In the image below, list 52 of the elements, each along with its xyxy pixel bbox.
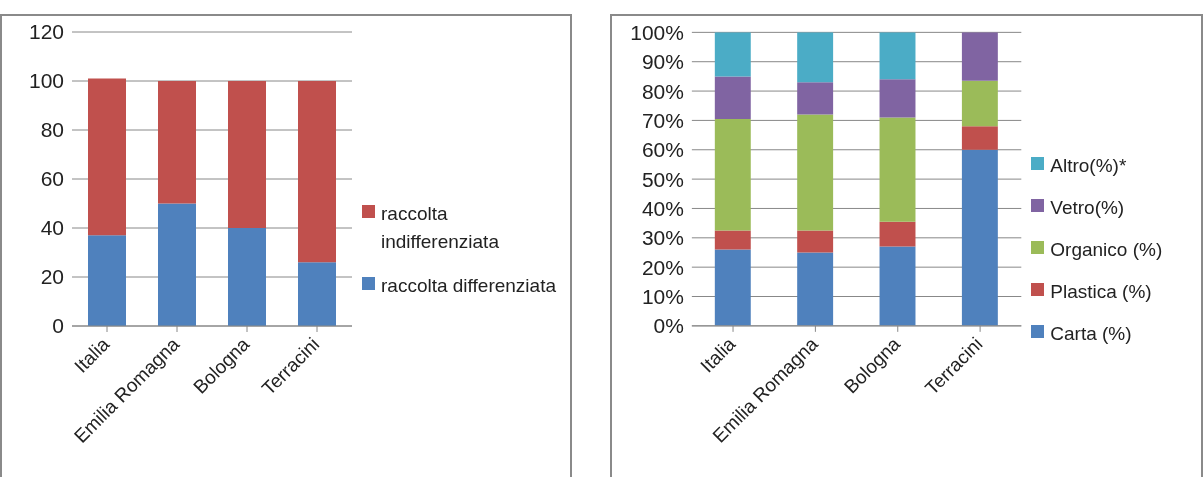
y-tick-label: 40 — [40, 216, 64, 240]
y-tick-label: 60 — [40, 167, 64, 191]
y-tick-label: 100 — [28, 69, 64, 93]
y-tick-label: 100% — [630, 20, 684, 44]
bar — [879, 79, 916, 118]
bar — [714, 118, 751, 231]
y-tick-label: 80% — [641, 79, 684, 103]
y-tick-label: 80 — [40, 118, 64, 142]
bar — [879, 117, 916, 222]
bar — [88, 235, 126, 326]
legend-label: Organico (%) — [1050, 238, 1163, 262]
y-tick-label: 0% — [653, 314, 684, 338]
bar — [879, 221, 916, 247]
y-tick-label: 30% — [641, 226, 684, 250]
y-tick-label: 60% — [641, 138, 684, 162]
y-tick-label: 10% — [641, 284, 684, 308]
legend-label: raccolta differenziata — [381, 274, 556, 298]
bar — [714, 76, 751, 119]
bar — [298, 262, 336, 326]
legend-label: raccolta indifferenziata — [381, 202, 500, 254]
bar — [714, 249, 751, 326]
bar — [714, 230, 751, 250]
bar — [797, 32, 834, 83]
legend-label: Plastica (%) — [1050, 280, 1152, 304]
legend-label: Vetro(%) — [1050, 196, 1125, 220]
y-tick-label: 20 — [40, 265, 64, 289]
bar — [298, 81, 336, 263]
bar — [879, 246, 916, 326]
bar — [228, 81, 266, 228]
y-tick-label: 40% — [641, 196, 684, 220]
y-tick-label: 120 — [28, 20, 64, 44]
y-tick-label: 0 — [52, 314, 64, 338]
bar — [158, 203, 196, 326]
bar — [228, 228, 266, 326]
bar — [879, 32, 916, 80]
bar — [797, 114, 834, 231]
legend-label: Carta (%) — [1050, 322, 1132, 346]
y-tick-label: 20% — [641, 255, 684, 279]
legend-label: Altro(%)* — [1050, 154, 1127, 178]
y-tick-label: 90% — [641, 50, 684, 74]
bar — [158, 81, 196, 204]
bar — [797, 82, 834, 115]
bar — [961, 126, 998, 150]
bar — [88, 78, 126, 236]
y-tick-label: 70% — [641, 108, 684, 132]
bar — [714, 32, 751, 77]
y-tick-label: 50% — [641, 167, 684, 191]
bar — [797, 252, 834, 326]
bar — [961, 80, 998, 127]
bar — [797, 230, 834, 253]
bar — [961, 32, 998, 81]
bar — [961, 149, 998, 326]
